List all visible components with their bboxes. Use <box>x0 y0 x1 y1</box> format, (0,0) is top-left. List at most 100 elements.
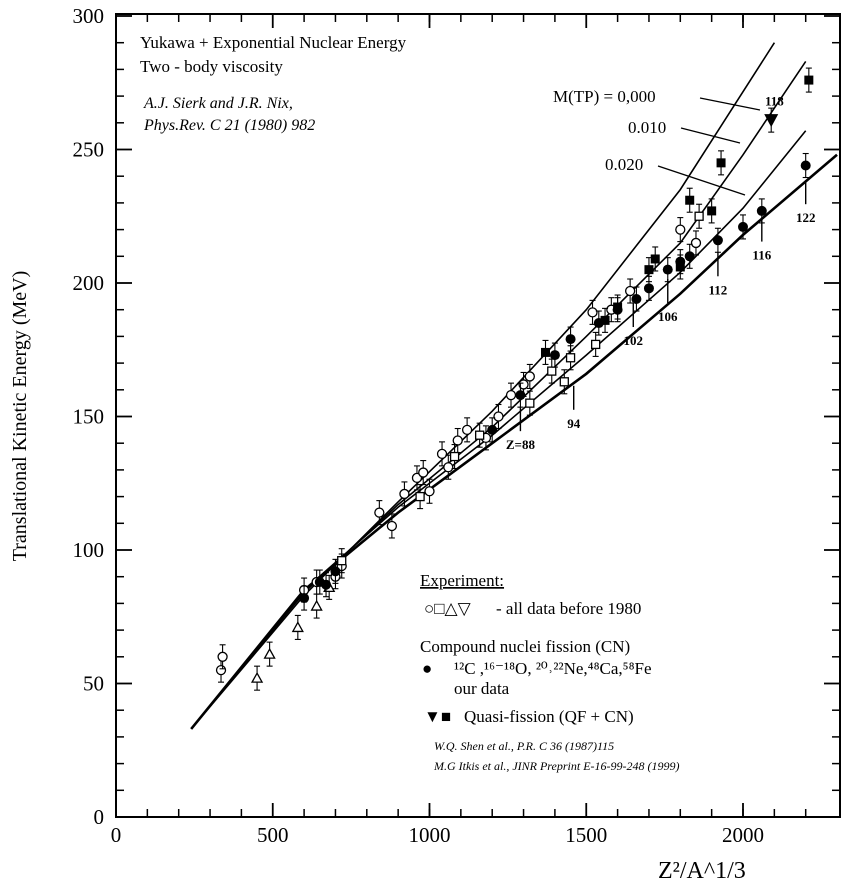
element-marker-label: 122 <box>796 210 816 225</box>
point-filled-square <box>675 262 685 272</box>
y-tick-label: 250 <box>73 138 105 162</box>
y-tick-label: 300 <box>73 4 105 28</box>
point-filled-circle <box>549 350 560 361</box>
point-open-circle <box>399 488 410 500</box>
point-open-square <box>475 430 485 440</box>
point-open-circle <box>424 486 435 497</box>
element-marker-label: 94 <box>567 416 581 431</box>
point-filled-square <box>650 254 660 264</box>
model-subtitle: Two - body viscosity <box>140 57 283 76</box>
point-open-square <box>694 211 704 221</box>
point-open-circle <box>505 389 517 401</box>
point-open-circle <box>452 435 463 446</box>
point-open-circle <box>436 448 448 460</box>
legend-open-symbols: ○□△▽ <box>424 599 472 618</box>
x-tick-label: 1000 <box>409 823 451 847</box>
point-filled-square <box>685 195 695 205</box>
point-filled-square <box>613 302 623 312</box>
x-tick-label: 500 <box>257 823 289 847</box>
point-open-square <box>547 366 557 376</box>
point-open-circle <box>587 307 598 318</box>
model-curve-1 <box>190 60 807 730</box>
point-filled-circle <box>756 205 767 216</box>
point-filled-circle <box>738 221 748 232</box>
curve-label-mtp-2: 0.020 <box>605 155 643 174</box>
y-tick-label: 0 <box>94 805 105 829</box>
point-filled-circle <box>800 160 811 171</box>
point-filled-circle <box>684 251 695 262</box>
x-tick-label: 0 <box>111 823 122 847</box>
model-title: Yukawa + Exponential Nuclear Energy <box>140 33 407 52</box>
legend-cn-note: our data <box>454 679 510 698</box>
point-open-square <box>449 451 460 462</box>
point-open-square <box>337 556 347 566</box>
y-tick-label: 50 <box>83 672 104 696</box>
model-curve-0 <box>190 42 776 730</box>
legend-qf-text: Quasi-fission (QF + CN) <box>464 707 634 726</box>
point-open-circle <box>443 462 454 473</box>
point-filled-circle <box>631 294 642 305</box>
point-filled-triangle-down <box>764 114 779 128</box>
point-filled-square <box>644 265 654 275</box>
point-filled-square <box>540 347 550 357</box>
point-open-circle <box>675 224 686 235</box>
element-marker-label: Z=88 <box>506 437 536 452</box>
point-open-circle <box>493 411 504 422</box>
point-open-triangle <box>291 621 304 633</box>
legend-reference-1: W.Q. Shen et al., P.R. C 36 (1987)115 <box>434 739 614 753</box>
point-open-triangle <box>263 647 276 659</box>
point-open-circle <box>518 379 529 390</box>
point-open-square <box>591 339 601 350</box>
element-marker-label: 112 <box>709 282 728 297</box>
point-open-circle <box>217 651 228 662</box>
legend-cn-title: Compound nuclei fission (CN) <box>420 637 630 656</box>
point-filled-square <box>600 315 610 325</box>
x-tick-label: 2000 <box>722 823 764 847</box>
y-tick-label: 150 <box>73 405 105 429</box>
y-tick-label: 200 <box>73 271 105 295</box>
point-open-circle <box>215 665 227 676</box>
point-filled-circle <box>487 424 498 435</box>
point-open-square <box>565 353 576 363</box>
point-filled-square <box>804 75 814 85</box>
element-markers: Z=88 94 102 106 112 116 122 118 <box>506 93 816 452</box>
point-open-triangle <box>310 599 323 611</box>
element-marker-label: 118 <box>765 93 784 108</box>
point-open-square <box>525 398 535 408</box>
x-axis-label: Z²/A^1/3 <box>658 858 746 884</box>
x-axis: 0 500 1000 1500 2000 <box>111 14 807 847</box>
point-filled-circle <box>712 235 723 246</box>
point-open-circle <box>624 285 636 297</box>
legend-reference-2: M.G Itkis et al., JINR Preprint E-16-99-… <box>433 759 680 773</box>
legend: Experiment: ○□△▽ - all data before 1980 … <box>420 571 680 773</box>
legend-cn-nuclei: ¹²C ,¹⁶⁻¹⁸O, ²⁰˒²²Ne,⁴⁸Ca,⁵⁸Fe <box>454 659 652 678</box>
element-marker-label: 102 <box>624 333 644 348</box>
point-open-circle <box>418 467 429 478</box>
curve-label-mtp-1-leader <box>680 127 741 144</box>
curve-label-mtp-2-leader <box>657 165 746 196</box>
element-marker-label: 116 <box>752 248 771 263</box>
element-marker-label: 106 <box>658 309 678 324</box>
point-filled-circle <box>565 334 576 345</box>
point-filled-circle <box>330 566 341 577</box>
point-open-circle <box>461 424 473 436</box>
reference-journal: Phys.Rev. C 21 (1980) 982 <box>143 117 315 134</box>
point-filled-circle <box>662 264 673 275</box>
point-open-circle <box>524 371 535 382</box>
y-axis: 0 50 100 150 200 250 300 <box>73 4 840 829</box>
x-tick-label: 1500 <box>565 823 607 847</box>
point-open-triangle <box>250 671 264 683</box>
curve-label-mtp-0: M(TP) = 0,000 <box>553 87 656 106</box>
point-open-circle <box>690 237 702 249</box>
curve-label-mtp-1: 0.010 <box>628 118 666 137</box>
point-filled-square <box>716 158 726 168</box>
plot-frame <box>115 13 841 818</box>
point-open-circle <box>374 507 385 518</box>
reference-authors: A.J. Sierk and J.R. Nix, <box>143 95 293 112</box>
point-filled-circle <box>299 593 310 604</box>
y-axis-label: Translational Kinetic Energy (MeV) <box>9 271 31 562</box>
legend-open-text: - all data before 1980 <box>496 599 641 618</box>
point-open-circle <box>386 520 398 532</box>
point-filled-circle <box>515 390 526 401</box>
